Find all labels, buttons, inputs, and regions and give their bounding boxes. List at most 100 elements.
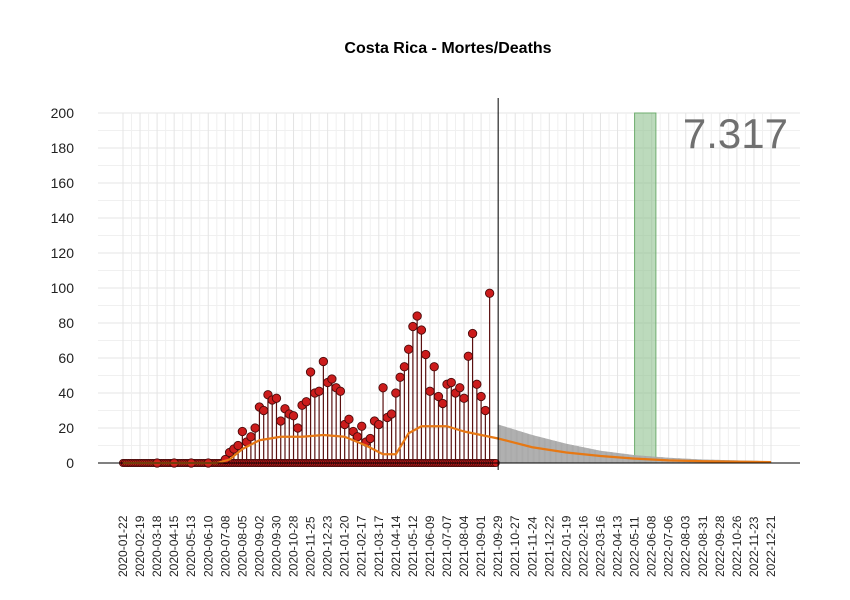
death-point <box>438 398 448 409</box>
death-point <box>237 426 248 437</box>
x-tick-label: 2021-10-27 <box>508 515 522 577</box>
x-tick-labels: 2020-01-22 2020-02-19 2020-03-18 2020-04-15… <box>116 515 778 577</box>
x-tick-label: 2020-11-25 <box>304 516 318 577</box>
x-tick-label: 2022-07-06 <box>662 515 676 577</box>
y-tick-label: 120 <box>51 245 75 261</box>
death-point <box>335 386 346 396</box>
death-point <box>259 405 269 416</box>
y-tick-label: 80 <box>58 315 74 331</box>
death-point <box>246 432 256 442</box>
y-tick-label: 160 <box>51 175 75 191</box>
death-point <box>314 386 324 396</box>
death-point <box>416 325 427 335</box>
death-point <box>446 377 456 388</box>
x-tick-label: 2020-01-22 <box>116 515 130 577</box>
x-tick-label: 2022-01-19 <box>559 515 573 577</box>
y-tick-labels: 0 20 40 60 80 100 120 140 160 180 200 <box>51 105 75 471</box>
x-tick-label: 2020-07-08 <box>218 515 232 577</box>
death-point <box>301 397 311 407</box>
x-tick-label: 2020-09-02 <box>252 515 266 577</box>
death-point <box>365 433 375 444</box>
death-point <box>480 405 491 416</box>
y-tick-label: 140 <box>51 210 75 226</box>
death-point <box>374 419 384 430</box>
x-tick-label: 2022-03-16 <box>593 515 607 577</box>
x-tick-label: 2021-04-14 <box>389 515 403 577</box>
death-point <box>386 409 397 419</box>
x-tick-label: 2022-12-21 <box>764 515 778 577</box>
x-tick-label: 2021-01-20 <box>338 515 352 577</box>
death-point <box>421 349 431 360</box>
death-point <box>467 328 478 339</box>
x-tick-label: 2020-02-19 <box>133 515 147 577</box>
death-point <box>318 356 329 367</box>
x-tick-label: 2021-08-04 <box>457 515 471 577</box>
death-point <box>305 367 316 377</box>
highlight-band-rect <box>634 112 657 464</box>
x-tick-label: 2021-11-24 <box>525 516 539 577</box>
death-point <box>276 416 286 426</box>
death-point <box>233 440 243 451</box>
x-tick-label: 2020-12-23 <box>321 515 335 577</box>
x-tick-label: 2020-06-10 <box>201 515 215 577</box>
y-tick-label: 200 <box>51 105 75 121</box>
x-tick-label: 2022-10-26 <box>730 515 744 577</box>
x-tick-label: 2021-09-29 <box>491 515 505 577</box>
death-point <box>399 362 410 372</box>
axes <box>98 98 800 470</box>
total-deaths-annotation: 7.317 <box>683 110 788 157</box>
death-point <box>395 372 405 382</box>
y-tick-label: 180 <box>51 140 75 156</box>
death-point <box>403 344 414 354</box>
y-tick-label: 100 <box>51 280 75 296</box>
y-tick-label: 60 <box>58 350 74 366</box>
x-tick-label: 2022-09-28 <box>713 515 727 577</box>
x-tick-label: 2022-11-23 <box>747 516 761 577</box>
y-tick-label: 0 <box>66 455 74 471</box>
x-tick-label: 2021-07-07 <box>440 515 454 577</box>
chart-grid <box>98 112 800 464</box>
trend-line <box>123 425 772 465</box>
death-point <box>476 391 486 402</box>
x-tick-label: 2022-08-03 <box>679 515 693 577</box>
death-point <box>288 411 299 421</box>
x-tick-label: 2020-05-13 <box>184 515 198 577</box>
death-points <box>152 288 495 468</box>
x-tick-label: 2021-12-22 <box>542 515 556 577</box>
death-stems <box>224 293 491 463</box>
x-tick-label: 2020-04-15 <box>167 515 181 577</box>
x-tick-label: 2022-08-31 <box>696 515 710 577</box>
death-point <box>250 423 260 433</box>
chart-title: Costa Rica - Mortes/Deaths <box>344 40 552 57</box>
x-tick-label: 2022-04-13 <box>611 515 625 577</box>
x-tick-label: 2021-06-09 <box>423 515 437 577</box>
death-point <box>463 351 473 361</box>
death-point <box>357 421 367 431</box>
x-tick-label: 2020-10-28 <box>287 515 301 577</box>
x-tick-label: 2021-02-17 <box>355 515 369 577</box>
x-tick-label: 2022-02-16 <box>576 515 590 577</box>
death-point <box>391 388 401 398</box>
death-point <box>293 423 303 433</box>
death-point <box>429 362 439 372</box>
x-tick-label: 2020-08-05 <box>235 515 249 577</box>
death-point <box>378 383 388 393</box>
death-point <box>408 321 418 332</box>
death-point <box>459 393 469 403</box>
x-tick-label: 2021-03-17 <box>372 515 386 577</box>
x-tick-label: 2022-06-08 <box>645 515 659 577</box>
y-tick-label: 20 <box>58 420 74 436</box>
death-point <box>271 393 282 403</box>
death-point <box>455 383 465 393</box>
x-tick-label: 2022-05-11 <box>628 516 642 577</box>
death-point <box>472 379 482 389</box>
x-tick-label: 2020-09-30 <box>269 515 283 577</box>
death-point <box>327 374 337 384</box>
death-point <box>433 391 444 402</box>
death-point <box>425 386 435 396</box>
x-tick-label: 2021-09-01 <box>474 515 488 577</box>
death-point <box>344 414 354 424</box>
trend-path <box>123 425 772 465</box>
x-tick-label: 2020-03-18 <box>150 515 164 577</box>
